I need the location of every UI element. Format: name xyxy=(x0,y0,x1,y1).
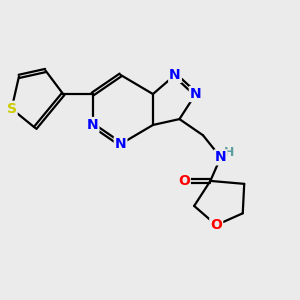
Text: N: N xyxy=(190,87,202,101)
Text: N: N xyxy=(215,150,226,164)
Text: N: N xyxy=(115,137,126,151)
Text: S: S xyxy=(7,102,16,116)
Text: N: N xyxy=(169,68,181,82)
Text: N: N xyxy=(87,118,98,132)
Text: O: O xyxy=(210,218,222,232)
Text: O: O xyxy=(178,174,190,188)
Text: H: H xyxy=(224,146,235,159)
